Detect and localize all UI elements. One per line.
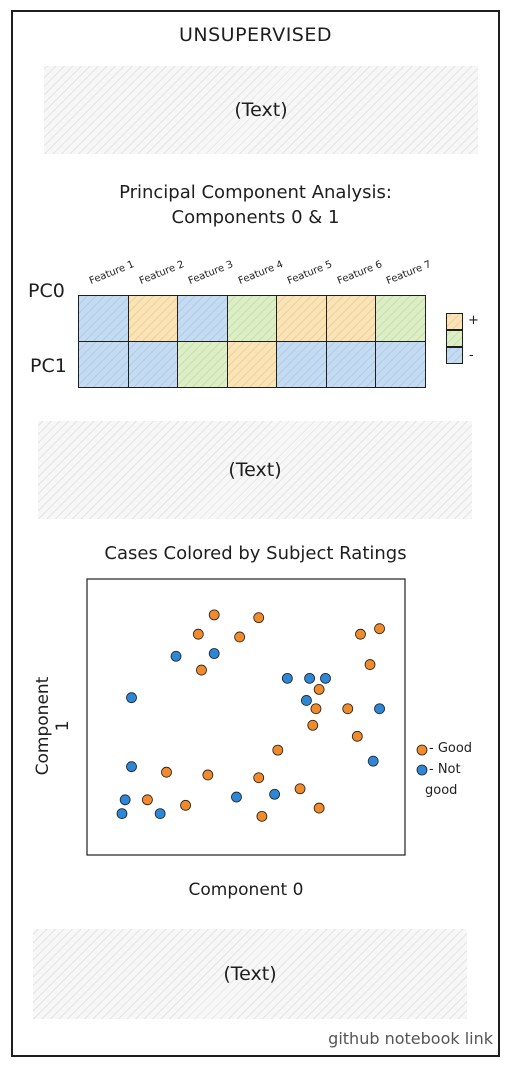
- scatter-point-good-9: [253, 772, 265, 784]
- scatter-point-not-good-5: [116, 808, 128, 819]
- text-placeholder-3-label: (Text): [223, 963, 277, 985]
- scatter-point-good-16: [342, 703, 354, 715]
- legend-good-marker: [416, 744, 428, 756]
- scatter-point-not-good-6: [154, 808, 166, 819]
- scatter-point-good-3: [253, 612, 265, 624]
- scatter-point-not-good-10: [301, 695, 312, 706]
- loading-cell-pc1-f6: [325, 341, 376, 388]
- scatter-point-not-good-4: [119, 794, 131, 806]
- scatter-point-not-good-8: [269, 788, 281, 800]
- pca-title-line1: Principal Component Analysis:: [119, 182, 392, 203]
- scatter-point-good-17: [355, 628, 366, 640]
- text-placeholder-1: (Text): [44, 66, 478, 154]
- legend-swatch-plus: [446, 313, 463, 330]
- scatter-point-good-8: [180, 799, 191, 811]
- scatter-point-not-good-3: [126, 761, 137, 773]
- scatter-point-good-1: [192, 628, 204, 640]
- loading-cell-pc0-f2: [127, 295, 178, 342]
- scatter-point-good-18: [364, 659, 376, 670]
- text-placeholder-3: (Text): [33, 929, 467, 1019]
- x-axis-label: Component 0: [188, 880, 304, 900]
- scatter-point-good-2: [234, 631, 246, 643]
- legend-swatch-minus: [446, 347, 463, 364]
- scatter-point-good-15: [313, 684, 325, 695]
- scatter-point-good-19: [374, 623, 385, 635]
- scatter-point-not-good-12: [320, 672, 331, 684]
- scatter-point-good-0: [208, 609, 220, 621]
- legend-good-label-2: good: [425, 783, 458, 798]
- scatter-point-not-good-0: [170, 650, 182, 662]
- scatter-point-good-6: [202, 769, 214, 781]
- legend-swatch-zero: [446, 330, 463, 347]
- loading-cell-pc0-f4: [226, 295, 277, 342]
- loading-cell-pc1-f4: [226, 341, 277, 388]
- loading-cell-pc1-f7: [375, 341, 426, 388]
- scatter-point-good-21: [351, 730, 363, 742]
- row-label-pc0: PC0: [28, 280, 65, 302]
- scatter-point-not-good-9: [281, 672, 293, 684]
- scatter-legend-markers: [416, 744, 428, 776]
- text-placeholder-2: (Text): [38, 421, 472, 519]
- legend-plus-label: +: [468, 313, 479, 328]
- scatter-point-not-good-7: [231, 791, 242, 803]
- plot-border: [86, 578, 406, 856]
- loading-cell-pc0-f5: [276, 295, 327, 342]
- legend-not-good-label: - Not: [429, 762, 461, 777]
- legend-good-text: Good: [437, 741, 473, 756]
- scatter-point-good-11: [272, 744, 284, 756]
- scatter-point-good-4: [196, 664, 207, 676]
- scatter-point-not-good-13: [374, 703, 385, 715]
- scatter-point-good-12: [294, 783, 306, 795]
- pca-title-line2: Components 0 & 1: [171, 207, 340, 228]
- legend-not-text: Not: [437, 762, 461, 777]
- chart-title: Cases Colored by Subject Ratings: [104, 543, 407, 564]
- y-axis-label: Component 1: [33, 676, 73, 776]
- loading-cell-pc0-f1: [78, 295, 129, 342]
- legend-minus-label: -: [469, 348, 474, 363]
- loading-cell-pc1-f1: [78, 341, 129, 388]
- scatter-point-good-14: [310, 703, 322, 715]
- scatter-point-good-13: [307, 719, 319, 731]
- text-placeholder-2-label: (Text): [228, 459, 282, 481]
- loading-cell-pc1-f3: [177, 341, 228, 388]
- scatter-point-good-10: [256, 810, 268, 822]
- scatter-point-not-good-2: [126, 692, 137, 704]
- scatter-point-good-7: [142, 794, 153, 806]
- legend-not-good-marker: [416, 764, 428, 776]
- loading-cell-pc1-f5: [276, 341, 327, 388]
- scatter-point-good-20: [313, 802, 325, 814]
- scatter-point-not-good-14: [367, 755, 379, 767]
- scatter-point-not-good-1: [208, 648, 220, 659]
- scatter-point-not-good-11: [304, 672, 316, 684]
- page-title: UNSUPERVISED: [178, 24, 332, 46]
- loading-cell-pc0-f6: [325, 295, 376, 342]
- canvas-frame: [11, 10, 500, 1057]
- text-placeholder-1-label: (Text): [234, 99, 288, 121]
- scatter-point-good-5: [161, 766, 172, 778]
- legend-good-label: - Good: [429, 741, 473, 756]
- github-notebook-link[interactable]: github notebook link: [328, 1029, 493, 1048]
- loading-cell-pc1-f2: [127, 341, 178, 388]
- row-label-pc1: PC1: [30, 355, 67, 377]
